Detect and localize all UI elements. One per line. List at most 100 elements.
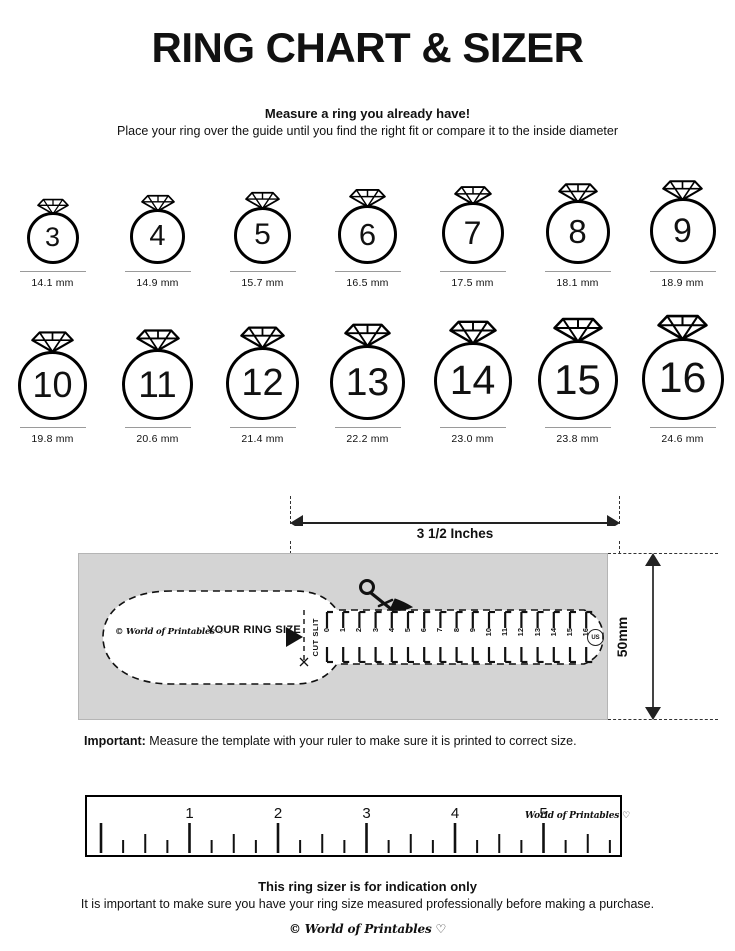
ring-diameter-label: 18.1 mm xyxy=(556,276,599,289)
ring-graphic: 12 xyxy=(226,324,299,420)
diamond-icon xyxy=(240,326,285,350)
footer-headline: This ring sizer is for indication only xyxy=(258,879,477,894)
divider xyxy=(544,270,611,272)
gauge-number: 0 xyxy=(322,628,331,633)
gauge-number: 7 xyxy=(435,628,445,633)
ring-circle[interactable]: 9 xyxy=(649,197,716,264)
ring-size-cell[interactable]: 9 18.9 mm xyxy=(630,178,735,289)
ring-size-number: 4 xyxy=(149,219,166,252)
ring-circle[interactable]: 11 xyxy=(122,348,193,420)
divider xyxy=(124,426,191,428)
ring-circle[interactable]: 4 xyxy=(130,208,185,264)
width-dimension: 3 1/2 Inches xyxy=(290,496,620,554)
inch-ruler: World of Printables ♡ 1 2 3 4 5 xyxy=(85,795,630,857)
gauge-number: 14 xyxy=(548,628,558,637)
diamond-icon xyxy=(135,329,180,352)
diamond-icon xyxy=(245,192,280,210)
ring-circle[interactable]: 10 xyxy=(18,350,87,420)
scissors-icon xyxy=(359,579,414,611)
ring-size-cell[interactable]: 4 14.9 mm xyxy=(105,193,210,289)
divider xyxy=(334,270,401,272)
ring-size-number: 6 xyxy=(358,216,377,252)
footer-text: It is important to make sure you have yo… xyxy=(80,897,655,911)
gauge-number: 15 xyxy=(565,628,574,637)
ring-circle[interactable]: 15 xyxy=(537,339,618,420)
ring-size-number: 8 xyxy=(568,213,587,251)
divider xyxy=(229,426,296,428)
arrow-head-down-icon xyxy=(645,707,661,720)
ring-circle[interactable]: 5 xyxy=(234,206,291,264)
gauge-number: 4 xyxy=(386,628,396,633)
ring-size-cell[interactable]: 8 18.1 mm xyxy=(525,181,630,289)
ring-size-cell[interactable]: 14 23.0 mm xyxy=(420,318,525,445)
gauge-number: 10 xyxy=(484,628,493,637)
gauge-number: 2 xyxy=(354,628,364,633)
ring-size-cell[interactable]: 15 23.8 mm xyxy=(525,315,630,445)
diamond-icon xyxy=(344,323,391,348)
ring-graphic: 10 xyxy=(18,329,87,420)
ring-size-number: 15 xyxy=(554,355,601,403)
ruler-number: 4 xyxy=(450,805,460,822)
ring-diameter-label: 14.9 mm xyxy=(136,276,179,289)
ring-size-number: 5 xyxy=(254,218,271,252)
ring-circle[interactable]: 16 xyxy=(641,337,724,420)
region-badge: US xyxy=(587,629,604,646)
gauge-number: 3 xyxy=(370,628,380,633)
ring-size-number: 3 xyxy=(44,222,61,253)
ring-diameter-label: 23.0 mm xyxy=(451,432,494,445)
subtitle: Place your ring over the guide until you… xyxy=(117,124,618,138)
height-dimension-label: 50mm xyxy=(614,610,630,663)
ruler-ticks-graphic xyxy=(99,823,611,853)
gauge-number: 5 xyxy=(403,628,412,633)
ruler-number: 1 xyxy=(185,805,194,822)
ring-diameter-label: 22.2 mm xyxy=(346,432,389,445)
ring-size-cell[interactable]: 12 21.4 mm xyxy=(210,324,315,445)
diamond-icon xyxy=(552,317,603,343)
important-text: Measure the template with your ruler to … xyxy=(145,734,577,748)
ring-circle[interactable]: 8 xyxy=(545,199,610,264)
gauge-number: 11 xyxy=(500,628,510,636)
important-label: Important: xyxy=(84,734,146,748)
ring-size-cell[interactable]: 6 16.5 mm xyxy=(315,187,420,289)
ring-graphic: 3 xyxy=(26,197,79,264)
ring-size-number: 13 xyxy=(345,360,390,404)
ring-size-cell[interactable]: 10 19.8 mm xyxy=(0,329,105,445)
ring-diameter-label: 18.9 mm xyxy=(661,276,704,289)
ruler-number: 2 xyxy=(273,805,283,822)
ring-circle[interactable]: 3 xyxy=(26,211,79,264)
divider xyxy=(19,426,86,428)
ring-diameter-label: 20.6 mm xyxy=(136,432,179,445)
ring-row-2: 10 19.8 mm 11 20.6 mm 12 21.4 mm 13 22.2 mm 14 23… xyxy=(0,312,735,445)
ring-circle[interactable]: 6 xyxy=(338,204,397,264)
divider xyxy=(439,426,506,428)
ring-circle[interactable]: 7 xyxy=(441,201,504,264)
ring-diameter-label: 14.1 mm xyxy=(31,276,74,289)
ring-circle[interactable]: 14 xyxy=(433,341,512,420)
diamond-icon xyxy=(36,198,69,215)
ring-size-number: 10 xyxy=(32,364,73,406)
ring-graphic: 16 xyxy=(641,312,724,420)
subtitle-bold: Measure a ring you already have! xyxy=(264,106,471,121)
ring-size-cell[interactable]: 3 14.1 mm xyxy=(0,197,105,289)
diamond-icon xyxy=(349,189,386,208)
divider xyxy=(334,426,401,428)
extension-line-bottom xyxy=(608,719,718,720)
ring-size-cell[interactable]: 5 15.7 mm xyxy=(210,190,315,289)
ring-size-cell[interactable]: 16 24.6 mm xyxy=(630,312,735,445)
divider xyxy=(124,270,191,272)
diamond-icon xyxy=(557,182,598,203)
ring-diameter-label: 23.8 mm xyxy=(556,432,599,445)
ring-size-number: 12 xyxy=(241,362,284,405)
ring-diameter-label: 16.5 mm xyxy=(346,276,389,289)
ring-row-1: 3 14.1 mm 4 14.9 mm 5 15.7 mm 6 16.5 mm 7 17.5 mm… xyxy=(0,178,735,289)
ring-circle[interactable]: 13 xyxy=(330,344,405,420)
ring-size-cell[interactable]: 13 22.2 mm xyxy=(315,321,420,445)
width-dimension-label: 3 1/2 Inches xyxy=(290,526,620,541)
ring-size-cell[interactable]: 11 20.6 mm xyxy=(105,327,210,445)
divider xyxy=(544,426,611,428)
ring-graphic: 11 xyxy=(122,327,193,420)
ring-graphic: 5 xyxy=(234,190,291,264)
ring-circle[interactable]: 12 xyxy=(226,346,299,420)
ring-size-cell[interactable]: 7 17.5 mm xyxy=(420,184,525,289)
